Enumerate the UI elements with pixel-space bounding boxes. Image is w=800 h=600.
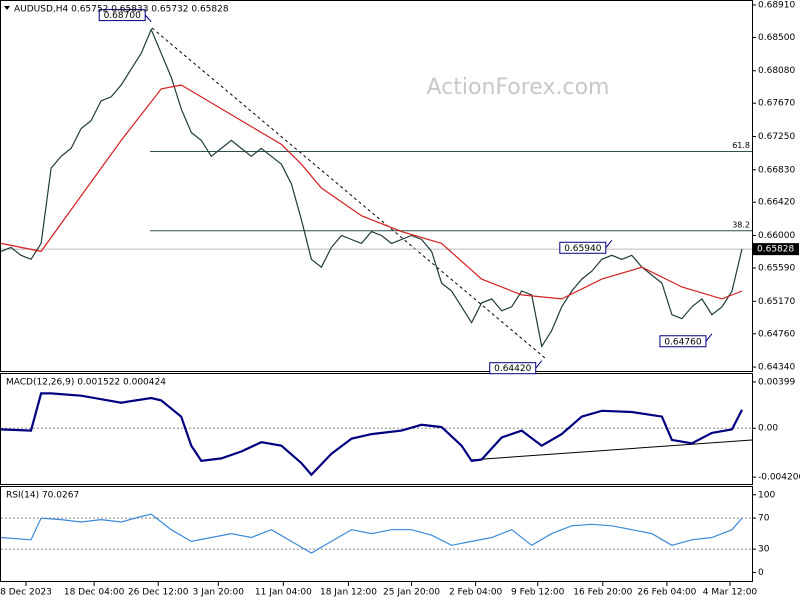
y-tick-label: 70 bbox=[758, 514, 770, 524]
y-tick-label: 0.66000 bbox=[758, 231, 795, 241]
pane-title: AUDUSD,H4 0.65752 0.65833 0.65732 0.6582… bbox=[14, 5, 229, 15]
series-line bbox=[0, 392, 743, 477]
x-tick-label: 26 Feb 04:00 bbox=[637, 588, 696, 598]
y-tick-label: 0 bbox=[758, 568, 764, 578]
fib-label: 38.2 bbox=[732, 220, 750, 229]
y-tick-label: 0.00 bbox=[758, 424, 778, 434]
price-annotation-leader bbox=[605, 239, 613, 249]
price-annotation-label: 0.64760 bbox=[664, 337, 701, 347]
pane-title: RSI(14) 70.0267 bbox=[6, 491, 79, 501]
menu-arrow bbox=[4, 6, 10, 10]
pane-title: MACD(12,26,9) 0.001522 0.000424 bbox=[6, 378, 166, 388]
x-tick-label: 26 Dec 12:00 bbox=[128, 588, 189, 598]
rsi-pane bbox=[0, 486, 753, 582]
y-tick-label: 30 bbox=[758, 545, 770, 555]
x-tick-label: 25 Jan 20:00 bbox=[383, 588, 440, 598]
price-annotation-leader bbox=[144, 14, 152, 22]
series-line bbox=[0, 84, 743, 300]
y-tick-label: 0.68500 bbox=[758, 33, 795, 43]
y-tick-label: 0.68080 bbox=[758, 66, 795, 76]
y-tick-label: 0.67250 bbox=[758, 132, 795, 142]
y-tick-label: 0.64760 bbox=[758, 329, 795, 339]
price-annotation-label: 0.68700 bbox=[104, 11, 141, 21]
y-tick-label: 0.67670 bbox=[758, 99, 795, 109]
price-annotation-leader bbox=[705, 333, 713, 342]
macd-pane bbox=[0, 373, 753, 485]
x-tick-label: 18 Jan 12:00 bbox=[320, 588, 377, 598]
price-annotation-label: 0.65940 bbox=[564, 244, 601, 254]
last-price-box bbox=[753, 243, 799, 256]
x-tick-label: 4 Mar 12:00 bbox=[703, 588, 758, 598]
y-tick-label: 0.00399 bbox=[758, 377, 795, 387]
x-tick-label: 3 Jan 20:00 bbox=[193, 588, 245, 598]
x-tick-label: 9 Feb 12:00 bbox=[511, 588, 565, 598]
x-tick-label: 16 Feb 20:00 bbox=[573, 588, 632, 598]
fib-label: 61.8 bbox=[732, 141, 750, 150]
y-tick-label: 0.64340 bbox=[758, 363, 795, 373]
y-tick-label: 0.66420 bbox=[758, 198, 795, 208]
price-pane bbox=[0, 0, 753, 372]
divergence-line bbox=[469, 439, 753, 461]
y-tick-label: 0.65170 bbox=[758, 297, 795, 307]
x-tick-label: 2 Feb 04:00 bbox=[449, 588, 503, 598]
price-annotation-label: 0.64420 bbox=[494, 364, 531, 374]
last-price-label: 0.65828 bbox=[757, 245, 794, 255]
x-tick-label: 11 Jan 04:00 bbox=[255, 588, 312, 598]
x-tick-label: 8 Dec 2023 bbox=[0, 588, 52, 598]
y-tick-label: -0.004206 bbox=[758, 473, 800, 483]
price-annotation-leader bbox=[535, 360, 543, 369]
series-line bbox=[0, 27, 743, 348]
y-tick-label: 0.65590 bbox=[758, 264, 795, 274]
x-tick-label: 18 Dec 04:00 bbox=[64, 588, 125, 598]
trend-line bbox=[151, 27, 546, 359]
watermark: ActionForex.com bbox=[427, 75, 610, 100]
series-line bbox=[0, 513, 743, 554]
y-tick-label: 0.68910 bbox=[758, 0, 795, 10]
y-tick-label: 0.66830 bbox=[758, 165, 795, 175]
y-tick-label: 100 bbox=[758, 490, 775, 500]
